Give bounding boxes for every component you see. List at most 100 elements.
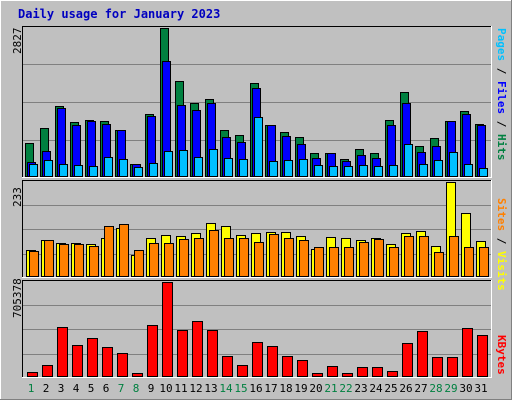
- x-tick-label: 25: [384, 382, 398, 395]
- legend-kbytes: KBytes: [495, 335, 508, 375]
- x-tick-label: 18: [279, 382, 293, 395]
- x-tick-label: 30: [459, 382, 473, 395]
- mid-ymax-label: 233: [11, 187, 24, 207]
- bar-pages: [239, 159, 248, 177]
- legend-files: Files: [495, 81, 508, 115]
- legend-hits: Hits: [495, 134, 508, 161]
- bar-kbytes: [432, 357, 443, 377]
- bar-kbytes: [477, 335, 488, 377]
- bar-sites: [299, 240, 309, 277]
- bar-kbytes: [357, 367, 368, 377]
- x-tick-label: 16: [249, 382, 263, 395]
- bar-kbytes: [147, 325, 158, 377]
- bar-sites: [164, 243, 174, 277]
- bar-kbytes: [102, 347, 113, 377]
- x-tick-label: 17: [264, 382, 278, 395]
- x-tick-label: 29: [444, 382, 458, 395]
- x-tick-label: 31: [474, 382, 488, 395]
- bar-kbytes: [462, 328, 473, 377]
- mid-legend: Sites / Visits: [495, 198, 508, 291]
- bar-pages: [299, 159, 308, 177]
- bar-kbytes: [72, 345, 83, 377]
- bar-pages: [359, 165, 368, 177]
- bar-kbytes: [402, 343, 413, 377]
- bar-pages: [89, 166, 98, 177]
- legend-pages: Pages: [495, 28, 508, 62]
- bar-pages: [149, 163, 158, 177]
- bar-pages: [329, 166, 338, 177]
- bar-sites: [284, 238, 294, 277]
- bar-sites: [269, 234, 279, 277]
- bar-pages: [119, 159, 128, 177]
- bar-kbytes: [192, 321, 203, 377]
- x-tick-label: 3: [57, 382, 65, 395]
- bottom-legend: KBytes: [495, 335, 508, 375]
- bar-sites: [74, 244, 84, 277]
- legend-sites: Sites: [495, 198, 508, 232]
- chart-title: Daily usage for January 2023: [18, 7, 221, 21]
- bar-sites: [359, 242, 369, 277]
- x-tick-label: 6: [102, 382, 110, 395]
- legend-visits: Visits: [495, 251, 508, 291]
- bar-sites: [404, 236, 414, 277]
- legend-separator: /: [495, 114, 508, 134]
- x-tick-label: 2: [42, 382, 50, 395]
- x-tick-label: 15: [234, 382, 248, 395]
- bottom-ymax-label: 705378: [11, 278, 24, 318]
- bar-kbytes: [447, 357, 458, 377]
- legend-separator: /: [495, 231, 508, 251]
- bar-sites: [314, 247, 324, 277]
- bar-kbytes: [267, 346, 278, 377]
- x-tick-label: 26: [399, 382, 413, 395]
- bar-kbytes: [372, 367, 383, 377]
- bar-pages: [269, 161, 278, 177]
- bar-kbytes: [132, 373, 143, 377]
- legend-separator: /: [495, 61, 508, 81]
- bar-sites: [104, 226, 114, 277]
- bar-kbytes: [342, 373, 353, 377]
- x-tick-label: 24: [369, 382, 383, 395]
- x-tick-label: 14: [219, 382, 233, 395]
- bar-sites: [44, 240, 54, 277]
- bar-sites: [419, 236, 429, 277]
- x-tick-label: 23: [354, 382, 368, 395]
- top-ymax-label: 2827: [11, 27, 24, 55]
- bar-pages: [404, 144, 413, 177]
- bar-sites: [389, 247, 399, 277]
- bar-sites: [344, 247, 354, 277]
- bar-pages: [284, 160, 293, 177]
- x-tick-label: 11: [174, 382, 188, 395]
- bar-pages: [479, 168, 488, 177]
- bar-kbytes: [162, 282, 173, 377]
- bar-pages: [434, 160, 443, 177]
- bar-kbytes: [117, 353, 128, 377]
- bar-pages: [449, 152, 458, 177]
- x-tick-label: 10: [159, 382, 173, 395]
- bar-kbytes: [42, 365, 53, 377]
- bar-kbytes: [312, 373, 323, 377]
- x-tick-label: 5: [87, 382, 95, 395]
- bar-pages: [419, 164, 428, 177]
- bar-pages: [374, 166, 383, 177]
- bar-sites: [239, 238, 249, 277]
- x-tick-label: 28: [429, 382, 443, 395]
- x-tick-label: 4: [72, 382, 80, 395]
- x-tick-label: 12: [189, 382, 203, 395]
- bar-pages: [194, 157, 203, 177]
- x-tick-label: 27: [414, 382, 428, 395]
- bar-sites: [254, 242, 264, 277]
- bar-sites: [59, 244, 69, 277]
- bar-pages: [389, 165, 398, 177]
- bar-pages: [209, 149, 218, 177]
- x-tick-label: 19: [294, 382, 308, 395]
- bar-sites: [374, 239, 384, 277]
- bar-pages: [164, 151, 173, 177]
- bar-pages: [59, 164, 68, 177]
- bar-pages: [314, 165, 323, 177]
- bar-sites: [329, 247, 339, 277]
- bar-sites: [479, 247, 489, 277]
- x-tick-label: 7: [117, 382, 125, 395]
- bar-sites: [89, 246, 99, 277]
- bar-kbytes: [417, 331, 428, 377]
